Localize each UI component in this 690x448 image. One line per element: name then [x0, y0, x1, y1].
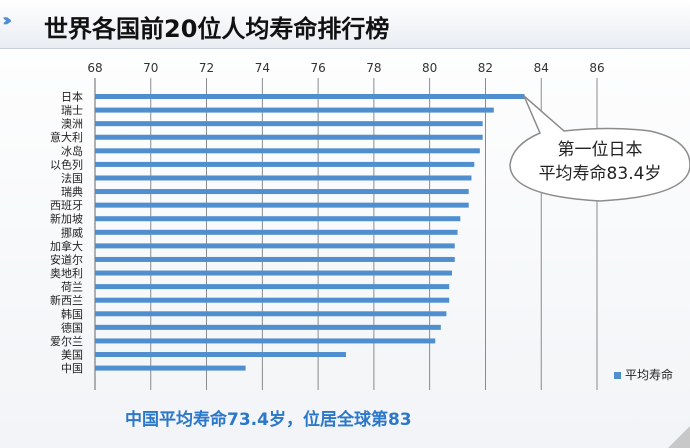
bar	[95, 297, 450, 303]
title-bar: ››› 世界各国前20位人均寿命排行榜	[0, 0, 690, 49]
category-label: 瑞士	[61, 103, 83, 117]
bar	[95, 94, 525, 99]
bar	[95, 216, 461, 222]
bar	[95, 175, 472, 181]
x-tick-label: 84	[534, 61, 549, 75]
x-tick-label: 74	[255, 61, 270, 75]
x-tick-label: 82	[478, 61, 493, 75]
category-label: 奥地利	[50, 266, 83, 280]
category-label: 中国	[61, 362, 83, 375]
x-tick-label: 72	[199, 61, 214, 75]
bar	[95, 338, 436, 344]
category-label: 意大利	[50, 130, 83, 144]
legend-swatch	[614, 372, 621, 379]
bar	[95, 270, 452, 276]
bar	[95, 324, 441, 330]
bar	[95, 121, 483, 127]
category-label: 爱尔兰	[50, 335, 83, 348]
x-tick-label: 68	[87, 61, 102, 75]
category-label: 新西兰	[50, 293, 83, 307]
bar	[95, 148, 480, 154]
page-curl-decoration	[668, 426, 690, 448]
x-tick-label: 86	[589, 61, 604, 75]
bar	[95, 189, 469, 195]
footer-note: 中国平均寿命73.4岁，位居全球第83	[125, 410, 412, 430]
page-title: 世界各国前20位人均寿命排行榜	[44, 15, 390, 43]
bar	[95, 161, 475, 167]
category-label: 加拿大	[50, 239, 83, 253]
x-tick-label: 80	[422, 61, 437, 75]
category-label: 韩国	[61, 307, 83, 321]
category-label: 法国	[61, 171, 83, 185]
bar	[95, 134, 483, 140]
category-label: 安道尔	[50, 252, 83, 266]
x-axis-ticks: 68 70 72 74 76 78 80 82 84 86	[87, 61, 604, 75]
bar	[95, 243, 455, 249]
bar	[95, 365, 246, 371]
category-label: 冰岛	[61, 144, 83, 158]
x-tick-label: 70	[143, 61, 158, 75]
category-label: 美国	[61, 349, 83, 362]
legend-label: 平均寿命	[625, 368, 674, 382]
bars	[95, 94, 525, 371]
category-label: 西班牙	[50, 199, 83, 212]
bar	[95, 229, 458, 235]
legend: 平均寿命	[614, 366, 673, 383]
category-label: 澳洲	[61, 118, 83, 131]
category-label: 新加坡	[50, 212, 83, 226]
x-tick-label: 78	[366, 61, 381, 75]
callout-shape	[509, 95, 690, 202]
bar	[95, 202, 469, 208]
bar	[95, 352, 346, 358]
category-labels: 日本瑞士澳洲意大利冰岛以色列法国瑞典西班牙新加坡挪威加拿大安道尔奥地利荷兰新西兰…	[50, 90, 83, 376]
category-label: 以色列	[50, 157, 83, 171]
category-label: 荷兰	[61, 281, 83, 294]
callout-line-2: 平均寿命83.4岁	[538, 164, 662, 184]
bar	[95, 107, 494, 113]
category-label: 德国	[61, 320, 83, 334]
x-tick-label: 76	[310, 61, 325, 75]
category-label: 挪威	[61, 225, 83, 239]
callout-text: 第一位日本 平均寿命83.4岁	[520, 138, 680, 186]
category-label: 瑞典	[61, 185, 83, 199]
category-label: 日本	[61, 90, 83, 104]
bar	[95, 256, 455, 262]
callout-line-1: 第一位日本	[557, 140, 643, 160]
bar-chart: 68 70 72 74 76 78 80 82 84 86 日本瑞士澳洲意大利冰岛以色列法国瑞典西…	[50, 61, 605, 390]
bar	[95, 311, 447, 317]
bar	[95, 284, 450, 290]
